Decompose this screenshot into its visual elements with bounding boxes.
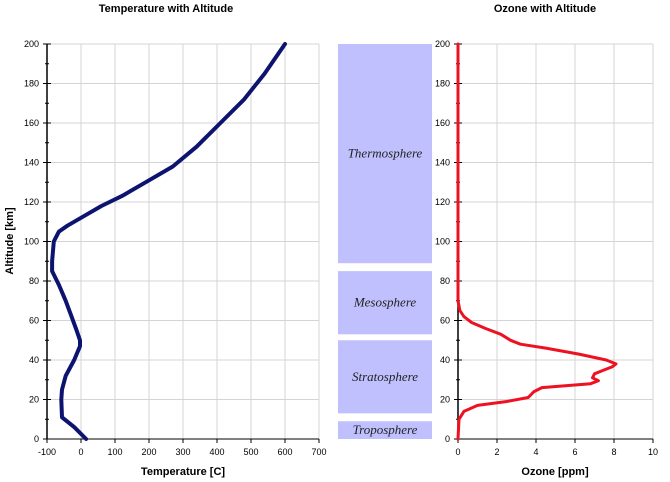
mesosphere-layer-label: Mesosphere xyxy=(353,295,417,310)
ozone-y-tick-label: 180 xyxy=(435,79,450,89)
temperature-y-tick-label: 0 xyxy=(34,434,39,444)
thermosphere-layer-box xyxy=(338,44,432,264)
temperature-x-tick-label: 600 xyxy=(277,447,292,457)
ozone-x-tick-label: 8 xyxy=(611,447,616,457)
atmosphere-layers: Thermosphere Mesosphere Stratosphere Tropos… xyxy=(338,44,432,439)
ozone-axes xyxy=(454,43,654,443)
ozone-x-tick-label: 6 xyxy=(572,447,577,457)
ozone-grid xyxy=(457,43,654,440)
temperature-y-tick-label: 120 xyxy=(24,197,39,207)
ozone-y-tick-label: 40 xyxy=(440,355,450,365)
ozone-y-tick-label: 20 xyxy=(440,395,450,405)
temperature-x-axis-label: Temperature [C] xyxy=(141,466,225,478)
temperature-y-tick-label: 80 xyxy=(29,276,39,286)
stratosphere-layer-box xyxy=(338,340,432,414)
ozone-y-tick-label: 0 xyxy=(445,434,450,444)
ozone-y-tick-label: 160 xyxy=(435,118,450,128)
temperature-chart: Temperature with Altitude -100 0 100 200 300… xyxy=(4,3,327,478)
ozone-y-tick-label: 60 xyxy=(440,316,450,326)
ozone-y-tick-label: 140 xyxy=(435,158,450,168)
temperature-tick-labels: -100 0 100 200 300 400 500 600 700 0 20 40 60 80 100 12… xyxy=(24,39,327,457)
temperature-x-tick-label: 200 xyxy=(141,447,156,457)
thermosphere-layer-label: Thermosphere xyxy=(348,146,423,161)
temperature-y-tick-label: 180 xyxy=(24,79,39,89)
temperature-chart-title: Temperature with Altitude xyxy=(99,3,233,15)
temperature-x-tick-label: 0 xyxy=(78,447,83,457)
temperature-axes xyxy=(43,43,320,443)
temperature-y-tick-label: 20 xyxy=(29,395,39,405)
ozone-x-tick-label: 2 xyxy=(494,447,499,457)
temperature-y-tick-label: 100 xyxy=(24,237,39,247)
ozone-x-tick-label: 4 xyxy=(533,447,538,457)
ozone-y-tick-label: 80 xyxy=(440,276,450,286)
ozone-chart: Ozone with Altitude 0 2 4 6 8 100204060801001… xyxy=(435,3,658,478)
temperature-series-line xyxy=(50,42,287,441)
ozone-chart-title: Ozone with Altitude xyxy=(494,3,596,15)
temperature-x-tick-label: 700 xyxy=(311,447,326,457)
ozone-series-line xyxy=(456,42,618,441)
temperature-y-tick-label: 40 xyxy=(29,355,39,365)
ozone-x-tick-label: 10 xyxy=(648,447,658,457)
mesosphere-layer-box xyxy=(338,271,432,335)
temperature-y-tick-label: 140 xyxy=(24,158,39,168)
troposphere-layer-box xyxy=(338,421,432,439)
temperature-x-tick-label: 500 xyxy=(243,447,258,457)
ozone-x-tick-label: 0 xyxy=(455,447,460,457)
ozone-y-tick-label: 200 xyxy=(435,39,450,49)
ozone-y-tick-label: 120 xyxy=(435,197,450,207)
temperature-x-tick-label: 400 xyxy=(209,447,224,457)
altitude-y-axis-label: Altitude [km] xyxy=(4,207,16,275)
ozone-y-tick-label: 100 xyxy=(435,237,450,247)
temperature-x-tick-label: -100 xyxy=(38,447,56,457)
temperature-y-tick-label: 60 xyxy=(29,316,39,326)
troposphere-layer-label: Troposphere xyxy=(353,422,418,437)
temperature-y-tick-label: 200 xyxy=(24,39,39,49)
ozone-x-axis-label: Ozone [ppm] xyxy=(521,466,589,478)
temperature-y-tick-label: 160 xyxy=(24,118,39,128)
temperature-grid xyxy=(46,43,320,440)
temperature-x-tick-label: 100 xyxy=(107,447,122,457)
stratosphere-layer-label: Stratosphere xyxy=(352,369,418,384)
temperature-x-tick-label: 300 xyxy=(175,447,190,457)
